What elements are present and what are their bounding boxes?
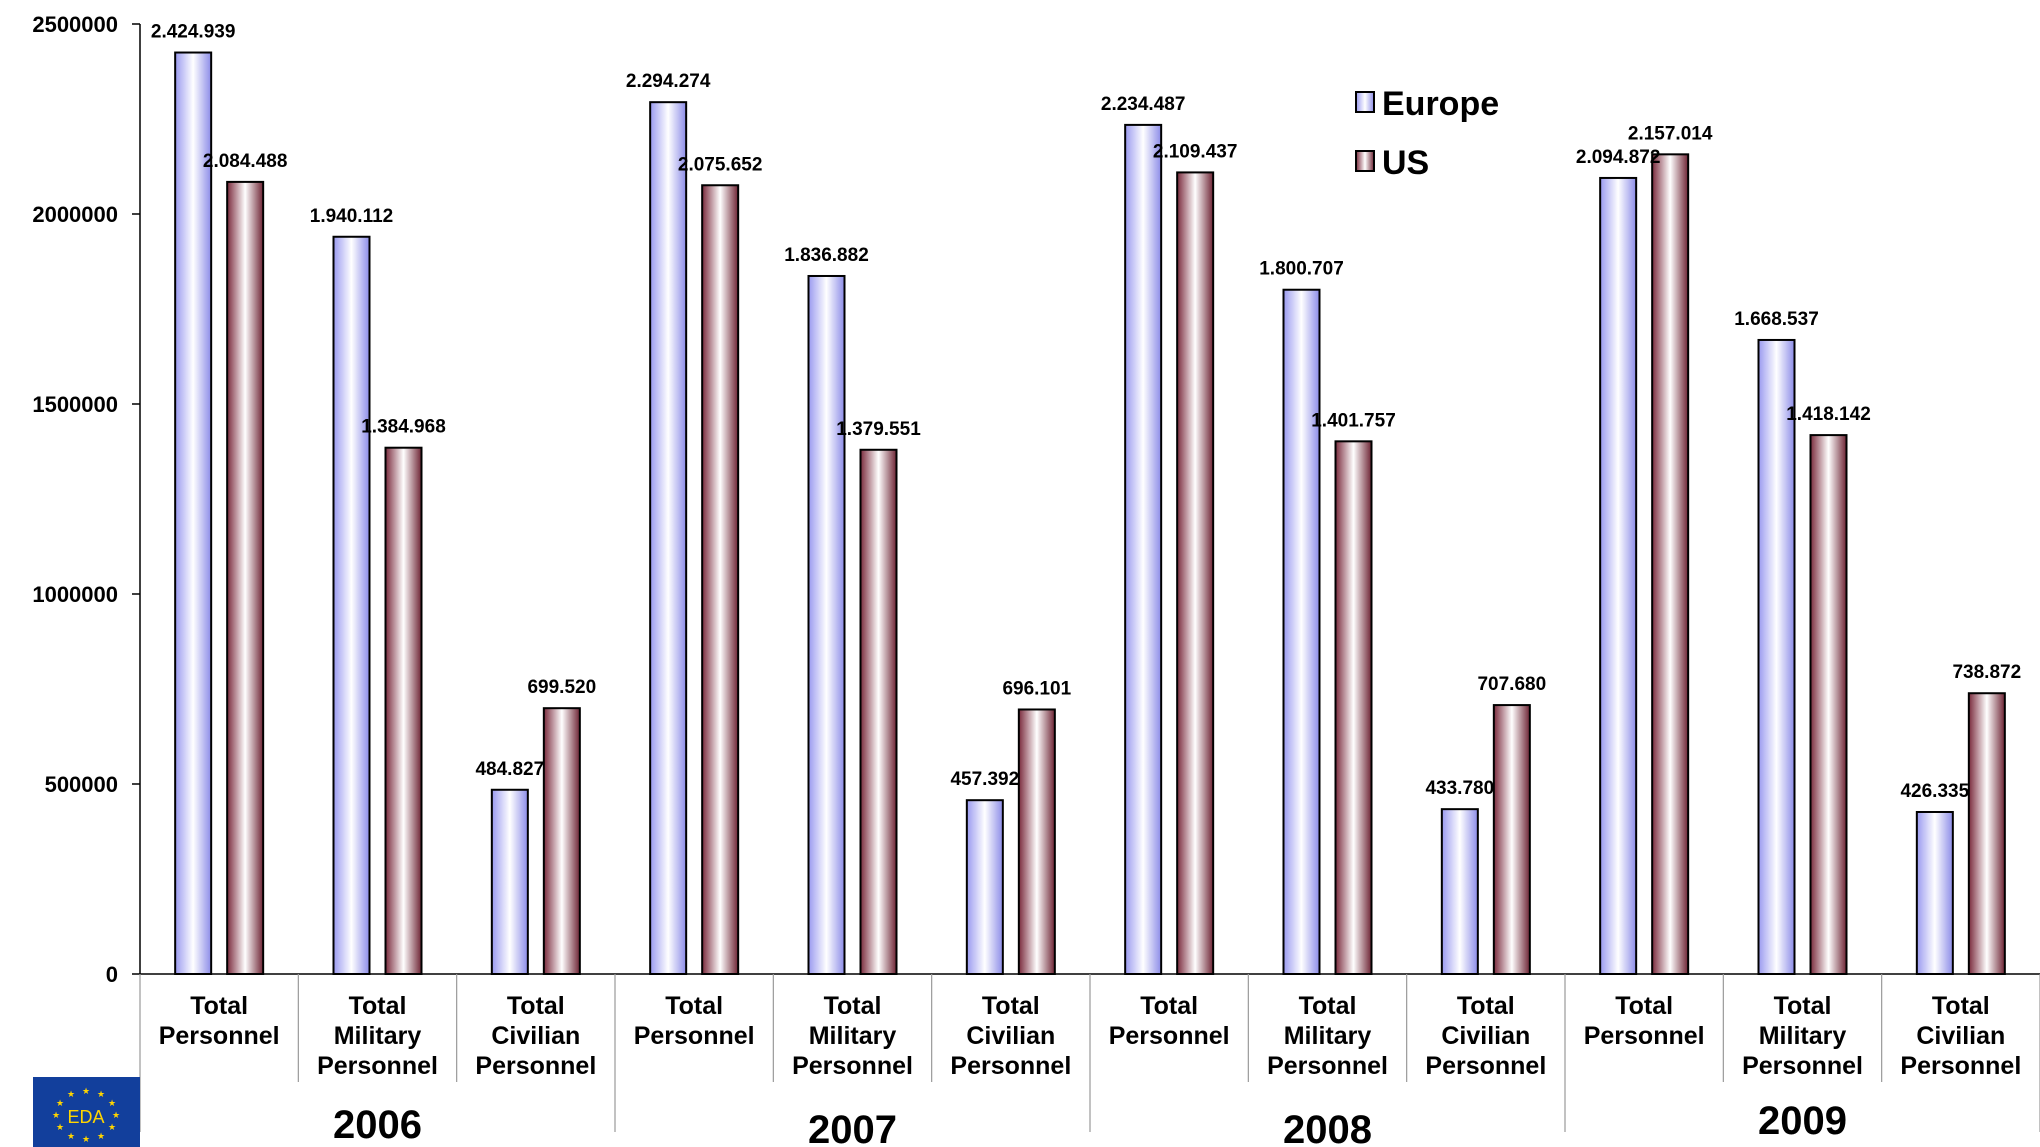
us-bar (1967, 692, 2006, 975)
y-tick-label: 500000 (45, 772, 118, 797)
category-label: Total Personnel (1584, 992, 1705, 1050)
category-label: Total Military Personnel (792, 992, 913, 1080)
star-icon: ★ (108, 1099, 116, 1109)
europe-data-label: 457.392 (950, 769, 1019, 790)
legend-swatch-us (1355, 150, 1375, 172)
star-icon: ★ (82, 1087, 90, 1097)
category-label: Total Military Personnel (1267, 992, 1388, 1080)
europe-data-label: 2.094.872 (1576, 147, 1661, 168)
europe-data-label: 2.234.487 (1101, 94, 1186, 115)
us-bar (1492, 704, 1531, 975)
us-bar (1176, 171, 1215, 975)
us-data-label: 2.157.014 (1628, 123, 1713, 144)
europe-bar (649, 101, 688, 975)
category-label: Total Personnel (159, 992, 280, 1050)
star-icon: ★ (67, 1090, 75, 1100)
y-tick-label: 2000000 (32, 202, 118, 227)
star-icon: ★ (56, 1099, 64, 1109)
bars (174, 51, 2006, 976)
us-data-label: 707.680 (1477, 674, 1546, 695)
x-axis-labels: Total Personnel Total Military Personnel Tota… (159, 992, 2022, 1147)
europe-bar (965, 799, 1004, 975)
star-icon: ★ (67, 1132, 75, 1142)
y-tick-label: 2500000 (32, 12, 118, 37)
us-bar (1809, 434, 1848, 976)
europe-data-label: 2.294.274 (626, 71, 711, 92)
year-label: 2007 (808, 1108, 897, 1147)
y-tick-label: 0 (106, 962, 118, 987)
star-icon: ★ (97, 1132, 105, 1142)
logo-text: EDA (67, 1107, 104, 1127)
europe-bar (1124, 123, 1163, 975)
star-ring-icon: ★★★★★★★★★ ★ ★★ (52, 1087, 120, 1145)
europe-data-label: 433.780 (1425, 778, 1494, 799)
y-tick-label: 1000000 (32, 582, 118, 607)
legend: Europe US (1355, 85, 1499, 182)
europe-data-label: 426.335 (1900, 781, 1969, 802)
us-bar (1017, 708, 1056, 975)
year-label: 2009 (1758, 1099, 1847, 1143)
europe-data-label: 484.827 (475, 759, 544, 780)
us-data-label: 738.872 (1952, 662, 2021, 683)
data-labels: 2.424.939 2.084.488 1.940.112 1.384.968 484.… (151, 22, 2021, 802)
year-label: 2008 (1283, 1108, 1372, 1147)
europe-data-label: 2.424.939 (151, 22, 236, 43)
star-icon: ★ (56, 1123, 64, 1133)
category-label: Total Personnel (634, 992, 755, 1050)
us-data-label: 2.109.437 (1153, 141, 1238, 162)
star-icon: ★ (112, 1111, 120, 1121)
axes: 0 500000 1000000 1500000 2000000 2500000 (32, 12, 2040, 1132)
star-icon: ★ (82, 1135, 90, 1145)
category-label: Total Civilian Personnel (950, 992, 1071, 1080)
us-data-label: 2.075.652 (678, 154, 763, 175)
us-data-label: 1.384.968 (361, 417, 446, 438)
legend-label-us: US (1382, 144, 1429, 182)
europe-bar (807, 274, 846, 975)
category-label: Total Personnel (1109, 992, 1230, 1050)
us-bar (542, 707, 581, 975)
us-bar (701, 184, 740, 975)
us-data-label: 696.101 (1002, 678, 1071, 699)
europe-bar (1757, 338, 1796, 975)
europe-bar (1915, 810, 1954, 975)
europe-data-label: 1.836.882 (784, 245, 869, 266)
year-label: 2006 (333, 1103, 422, 1147)
category-label: Total Civilian Personnel (1425, 992, 1546, 1080)
category-label: Total Military Personnel (1742, 992, 1863, 1080)
legend-swatch-europe (1355, 91, 1375, 113)
legend-label-europe: Europe (1382, 85, 1499, 123)
category-label: Total Civilian Personnel (475, 992, 596, 1080)
star-icon: ★ (108, 1123, 116, 1133)
europe-bar (490, 788, 529, 975)
europe-data-label: 1.940.112 (310, 206, 393, 227)
us-bar (859, 448, 898, 975)
europe-bar (332, 235, 371, 975)
category-label: Total Civilian Personnel (1900, 992, 2021, 1080)
europe-bar (1282, 288, 1321, 976)
us-bar (1334, 440, 1373, 975)
star-icon: ★ (52, 1111, 60, 1121)
eda-logo: ★ ★ ★ ★ ★ ★ ★ ★ ★ ★ ★ ★ EDA (33, 1077, 140, 1147)
us-data-label: 1.401.757 (1311, 410, 1396, 431)
category-label: Total Military Personnel (317, 992, 438, 1080)
y-tick-label: 1500000 (32, 392, 118, 417)
us-data-label: 699.520 (527, 677, 596, 698)
europe-bar (174, 51, 213, 975)
europe-data-label: 1.800.707 (1259, 259, 1344, 280)
us-data-label: 1.418.142 (1786, 404, 1871, 425)
us-data-label: 2.084.488 (203, 151, 288, 172)
europe-data-label: 1.668.537 (1734, 309, 1819, 330)
star-icon: ★ (97, 1090, 105, 1100)
europe-bar (1440, 808, 1479, 975)
us-bar (1651, 153, 1690, 976)
europe-bar (1599, 176, 1638, 975)
us-bar (226, 180, 265, 976)
us-bar (384, 446, 423, 975)
us-data-label: 1.379.551 (836, 419, 921, 440)
